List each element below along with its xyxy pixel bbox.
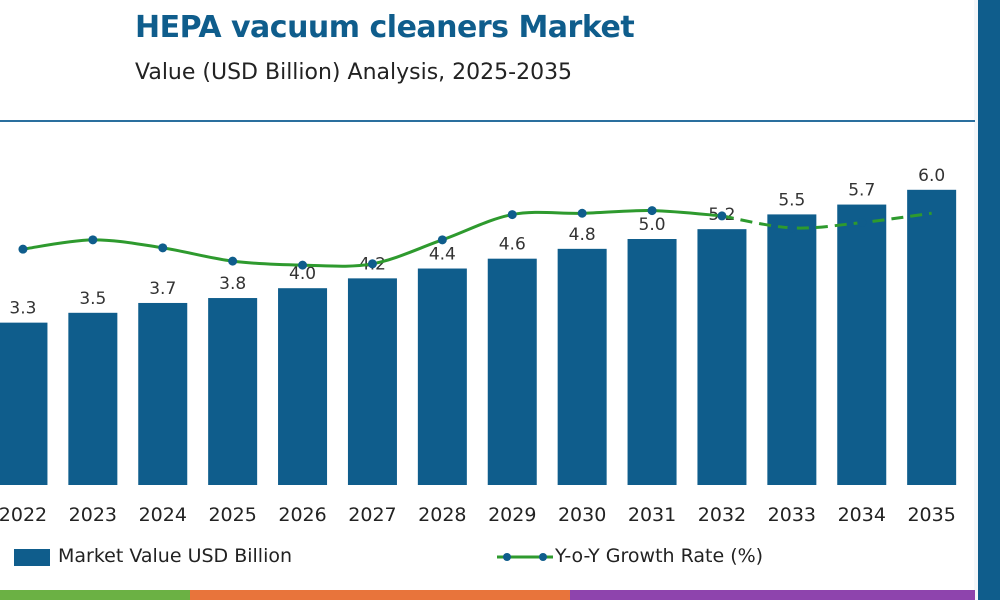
bar-2025 [208,298,258,485]
bar-value-label-2029: 4.6 [499,235,526,255]
right-accent-bar [974,0,1000,600]
chart-title: HEPA vacuum cleaners Market [135,10,635,45]
market-value-chart: 3.320223.520233.720243.820254.020264.220… [0,166,957,526]
x-tick-label-2023: 2023 [69,504,117,526]
bar-value-label-2033: 5.5 [778,190,805,210]
growth-rate-point-2029 [507,210,517,220]
x-tick-label-2027: 2027 [348,504,396,526]
growth-rate-point-2031 [647,206,657,216]
header-divider [0,120,975,122]
chart-legend: Market Value USD Billion Y-o-Y Growth Ra… [0,543,975,571]
bar-value-label-2024: 3.7 [149,279,176,299]
growth-rate-point-2025 [228,256,238,266]
x-tick-label-2033: 2033 [768,504,816,526]
x-tick-label-2026: 2026 [278,504,326,526]
x-tick-label-2031: 2031 [628,504,676,526]
growth-rate-point-2022 [18,244,28,254]
bar-2027 [347,278,397,485]
x-tick-label-2024: 2024 [139,504,187,526]
growth-rate-point-2024 [158,243,168,253]
bar-value-label-2025: 3.8 [219,274,246,294]
growth-rate-point-2034 [857,218,867,228]
bar-2029 [487,258,537,485]
x-tick-label-2022: 2022 [0,504,47,526]
bar-2033 [767,214,817,485]
bar-value-label-2034: 5.7 [848,181,875,201]
footer-stripe-green [0,590,190,600]
growth-rate-point-2033 [787,223,797,233]
bar-value-label-2023: 3.5 [79,289,106,309]
growth-rate-point-2030 [577,208,587,218]
bar-2030 [557,248,607,485]
x-tick-label-2032: 2032 [698,504,746,526]
footer-stripe-orange [190,590,570,600]
bar-value-label-2026: 4.0 [289,264,316,284]
growth-rate-point-2026 [298,260,308,270]
bar-2026 [278,288,328,485]
footer-stripe-purple [570,590,975,600]
chart-subtitle: Value (USD Billion) Analysis, 2025-2035 [135,60,573,85]
legend-line-swatch [497,553,553,561]
bar-2031 [627,239,677,485]
bar-2022 [0,322,48,485]
x-tick-label-2029: 2029 [488,504,536,526]
legend-line-label: Y-o-Y Growth Rate (%) [555,545,764,567]
bar-2035 [907,189,957,486]
bar-value-label-2030: 4.8 [569,225,596,245]
bar-value-label-2022: 3.3 [9,299,36,319]
bar-2028 [417,268,467,485]
bar-2034 [837,204,887,485]
x-tick-label-2028: 2028 [418,504,466,526]
growth-rate-forecast-line [721,211,932,230]
growth-rate-point-2032 [717,211,727,221]
bar-2024 [138,302,188,485]
legend-bar-label: Market Value USD Billion [58,545,293,567]
bar-value-label-2031: 5.0 [639,215,666,235]
growth-rate-point-2028 [437,235,447,245]
x-tick-label-2025: 2025 [208,504,256,526]
x-tick-label-2030: 2030 [558,504,606,526]
growth-rate-point-2027 [367,259,377,269]
bar-2032 [697,229,747,485]
growth-rate-point-2023 [88,235,98,245]
x-tick-label-2035: 2035 [907,504,955,526]
legend-bar-swatch [14,549,50,566]
bar-2023 [68,312,118,485]
bar-value-label-2035: 6.0 [918,166,945,186]
bar-value-label-2028: 4.4 [429,245,456,265]
x-tick-label-2034: 2034 [838,504,886,526]
